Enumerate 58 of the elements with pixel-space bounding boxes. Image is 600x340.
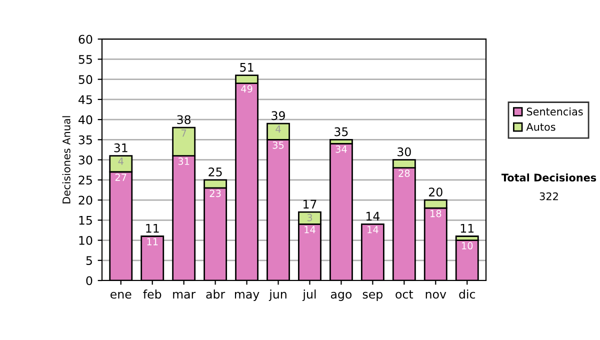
y-tick-label: 50 — [78, 75, 92, 84]
total-label: 11 — [146, 224, 159, 233]
total-label: 14 — [366, 212, 380, 221]
total-label: 11 — [460, 224, 474, 233]
data-label: 34 — [336, 145, 347, 153]
text: Total Decisiones — [501, 173, 596, 182]
y-tick-label: 15 — [79, 216, 92, 225]
x-tick-label: mar — [173, 292, 196, 299]
data-label: 3 — [307, 214, 312, 222]
y-tick-label: 5 — [86, 256, 92, 266]
y-tick-label: 25 — [78, 176, 92, 185]
x-tick-label: oct — [396, 290, 414, 299]
total-label: 17 — [304, 200, 316, 208]
data-label: 10 — [462, 242, 473, 250]
y-tick-label: 20 — [78, 196, 92, 205]
legend-label: Autos — [526, 123, 556, 131]
y-tick-label: 60 — [78, 34, 92, 44]
total-label: 39 — [272, 111, 285, 120]
total-label: 30 — [398, 147, 411, 156]
x-tick-label: sep — [362, 292, 382, 301]
data-label: 28 — [398, 170, 410, 177]
x-tick-label: may — [235, 292, 260, 301]
data-label: 49 — [241, 85, 252, 92]
y-tick-label: 35 — [78, 135, 92, 144]
data-label: 23 — [210, 190, 221, 198]
x-tick-label: feb — [143, 290, 162, 299]
data-label: 4 — [276, 126, 281, 133]
legend-label: Sentencias — [526, 107, 583, 116]
data-label: 4 — [118, 158, 124, 165]
data-label: 35 — [272, 141, 284, 149]
y-tick-label: 10 — [79, 236, 92, 245]
total-label: 35 — [334, 127, 348, 136]
y-tick-label: 40 — [78, 115, 92, 124]
text: 322 — [540, 192, 558, 200]
data-label: 7 — [182, 130, 186, 137]
x-tick-label: ene — [110, 292, 132, 299]
total-label: 31 — [114, 143, 128, 152]
x-tick-label: jun — [268, 290, 286, 301]
data-label: 14 — [304, 226, 316, 234]
data-label: 14 — [368, 226, 378, 234]
y-tick-label: 45 — [78, 95, 92, 104]
total-label: 38 — [177, 115, 191, 124]
total-label: 25 — [208, 167, 222, 176]
y-axis-title: Decisiones Anual — [62, 116, 70, 204]
total-label: 51 — [240, 63, 254, 72]
x-tick-label: jul — [302, 290, 316, 301]
total-label: 20 — [428, 188, 442, 197]
y-tick-label: 30 — [78, 156, 92, 164]
data-label: 31 — [178, 158, 190, 165]
data-label: 18 — [430, 210, 442, 218]
data-label: 11 — [147, 238, 158, 246]
data-label: 27 — [115, 174, 126, 181]
y-tick-label: 0 — [86, 276, 92, 286]
x-tick-label: abr — [206, 290, 226, 299]
x-tick-label: dic — [459, 290, 476, 299]
x-tick-label: ago — [330, 292, 352, 301]
x-tick-label: nov — [426, 292, 446, 299]
y-tick-label: 55 — [78, 55, 92, 64]
